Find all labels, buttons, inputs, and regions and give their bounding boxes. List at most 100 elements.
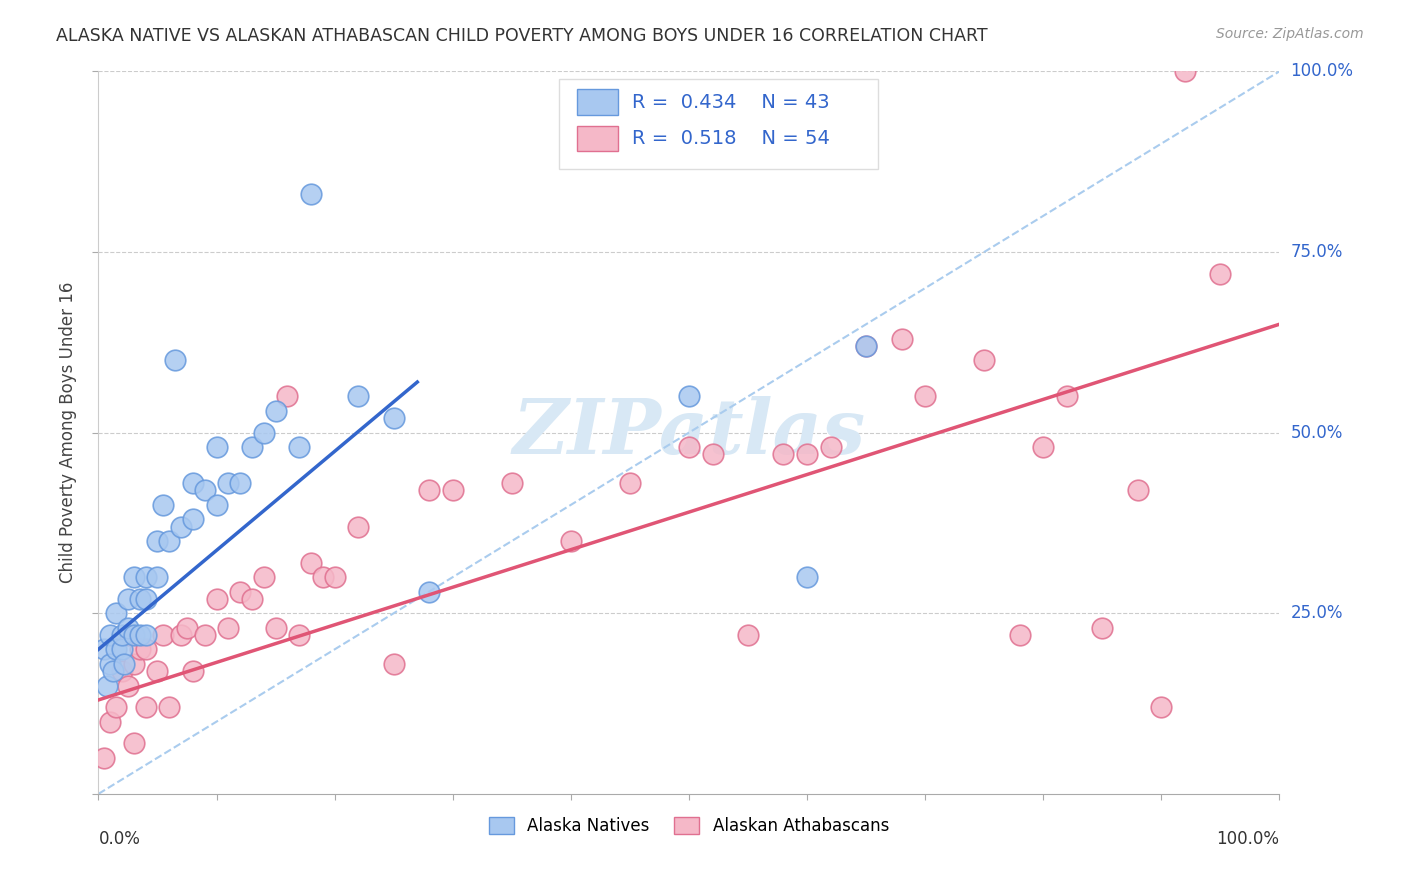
Point bbox=[205, 498, 228, 512]
Point bbox=[501, 476, 523, 491]
Point bbox=[240, 591, 263, 606]
Point bbox=[165, 353, 187, 368]
Point bbox=[111, 628, 134, 642]
Point bbox=[135, 628, 157, 642]
Point bbox=[737, 628, 759, 642]
Point bbox=[772, 447, 794, 461]
Point bbox=[560, 533, 582, 548]
Point bbox=[135, 591, 157, 606]
Point bbox=[157, 700, 180, 714]
Point bbox=[122, 570, 145, 584]
Point bbox=[1091, 621, 1114, 635]
Point bbox=[441, 483, 464, 498]
Point bbox=[796, 570, 818, 584]
Point bbox=[1056, 389, 1078, 403]
Point bbox=[382, 657, 405, 671]
Point bbox=[1126, 483, 1149, 498]
Point bbox=[122, 628, 145, 642]
Point bbox=[98, 657, 121, 671]
Point bbox=[820, 440, 842, 454]
Point bbox=[93, 751, 115, 765]
Point bbox=[973, 353, 995, 368]
Point bbox=[194, 628, 217, 642]
Point bbox=[105, 700, 128, 714]
Text: 50.0%: 50.0% bbox=[1291, 424, 1343, 442]
Point bbox=[105, 642, 128, 657]
Point bbox=[152, 628, 174, 642]
FancyBboxPatch shape bbox=[576, 126, 619, 151]
Point bbox=[112, 657, 135, 671]
Point bbox=[217, 476, 239, 491]
Point bbox=[702, 447, 724, 461]
Point bbox=[914, 389, 936, 403]
Point bbox=[128, 628, 150, 642]
Text: Source: ZipAtlas.com: Source: ZipAtlas.com bbox=[1216, 27, 1364, 41]
Point bbox=[117, 621, 139, 635]
Text: 75.0%: 75.0% bbox=[1291, 243, 1343, 261]
Point bbox=[181, 664, 204, 678]
Point bbox=[96, 678, 118, 692]
Point bbox=[128, 642, 150, 657]
Point bbox=[276, 389, 298, 403]
Point bbox=[890, 332, 912, 346]
Point bbox=[796, 447, 818, 461]
Text: R =  0.518    N = 54: R = 0.518 N = 54 bbox=[633, 129, 830, 148]
Legend: Alaska Natives, Alaskan Athabascans: Alaska Natives, Alaskan Athabascans bbox=[481, 808, 897, 843]
Point bbox=[135, 570, 157, 584]
Point bbox=[122, 657, 145, 671]
Point bbox=[288, 628, 311, 642]
Point bbox=[264, 404, 287, 418]
Point bbox=[170, 519, 193, 533]
Point bbox=[678, 389, 700, 403]
Point bbox=[98, 628, 121, 642]
Point bbox=[157, 533, 180, 548]
Point bbox=[347, 389, 370, 403]
Point bbox=[205, 440, 228, 454]
Point bbox=[347, 519, 370, 533]
FancyBboxPatch shape bbox=[576, 89, 619, 115]
Point bbox=[181, 512, 204, 526]
Point bbox=[146, 664, 169, 678]
Point bbox=[229, 584, 252, 599]
Point bbox=[1008, 628, 1031, 642]
Point bbox=[619, 476, 641, 491]
Point bbox=[117, 628, 139, 642]
Point bbox=[135, 700, 157, 714]
Point bbox=[217, 621, 239, 635]
Point bbox=[323, 570, 346, 584]
Point bbox=[1150, 700, 1173, 714]
Point bbox=[181, 476, 204, 491]
Point bbox=[111, 664, 134, 678]
Point bbox=[288, 440, 311, 454]
Text: ZIPatlas: ZIPatlas bbox=[512, 396, 866, 469]
Point bbox=[240, 440, 263, 454]
Point bbox=[122, 736, 145, 750]
Point bbox=[135, 642, 157, 657]
FancyBboxPatch shape bbox=[560, 78, 877, 169]
Point bbox=[1209, 267, 1232, 281]
Point bbox=[1032, 440, 1054, 454]
Text: 25.0%: 25.0% bbox=[1291, 604, 1343, 623]
Point bbox=[146, 570, 169, 584]
Point bbox=[299, 187, 322, 202]
Point bbox=[117, 678, 139, 692]
Point bbox=[152, 498, 174, 512]
Point bbox=[111, 642, 134, 657]
Point bbox=[194, 483, 217, 498]
Point bbox=[855, 339, 877, 353]
Point bbox=[128, 591, 150, 606]
Point bbox=[170, 628, 193, 642]
Point bbox=[253, 570, 276, 584]
Point bbox=[98, 714, 121, 729]
Point bbox=[146, 533, 169, 548]
Point bbox=[418, 584, 440, 599]
Point bbox=[855, 339, 877, 353]
Point bbox=[176, 621, 198, 635]
Text: 0.0%: 0.0% bbox=[98, 830, 141, 848]
Point bbox=[93, 642, 115, 657]
Text: R =  0.434    N = 43: R = 0.434 N = 43 bbox=[633, 93, 830, 112]
Text: 100.0%: 100.0% bbox=[1291, 62, 1354, 80]
Point bbox=[418, 483, 440, 498]
Point bbox=[312, 570, 335, 584]
Point bbox=[205, 591, 228, 606]
